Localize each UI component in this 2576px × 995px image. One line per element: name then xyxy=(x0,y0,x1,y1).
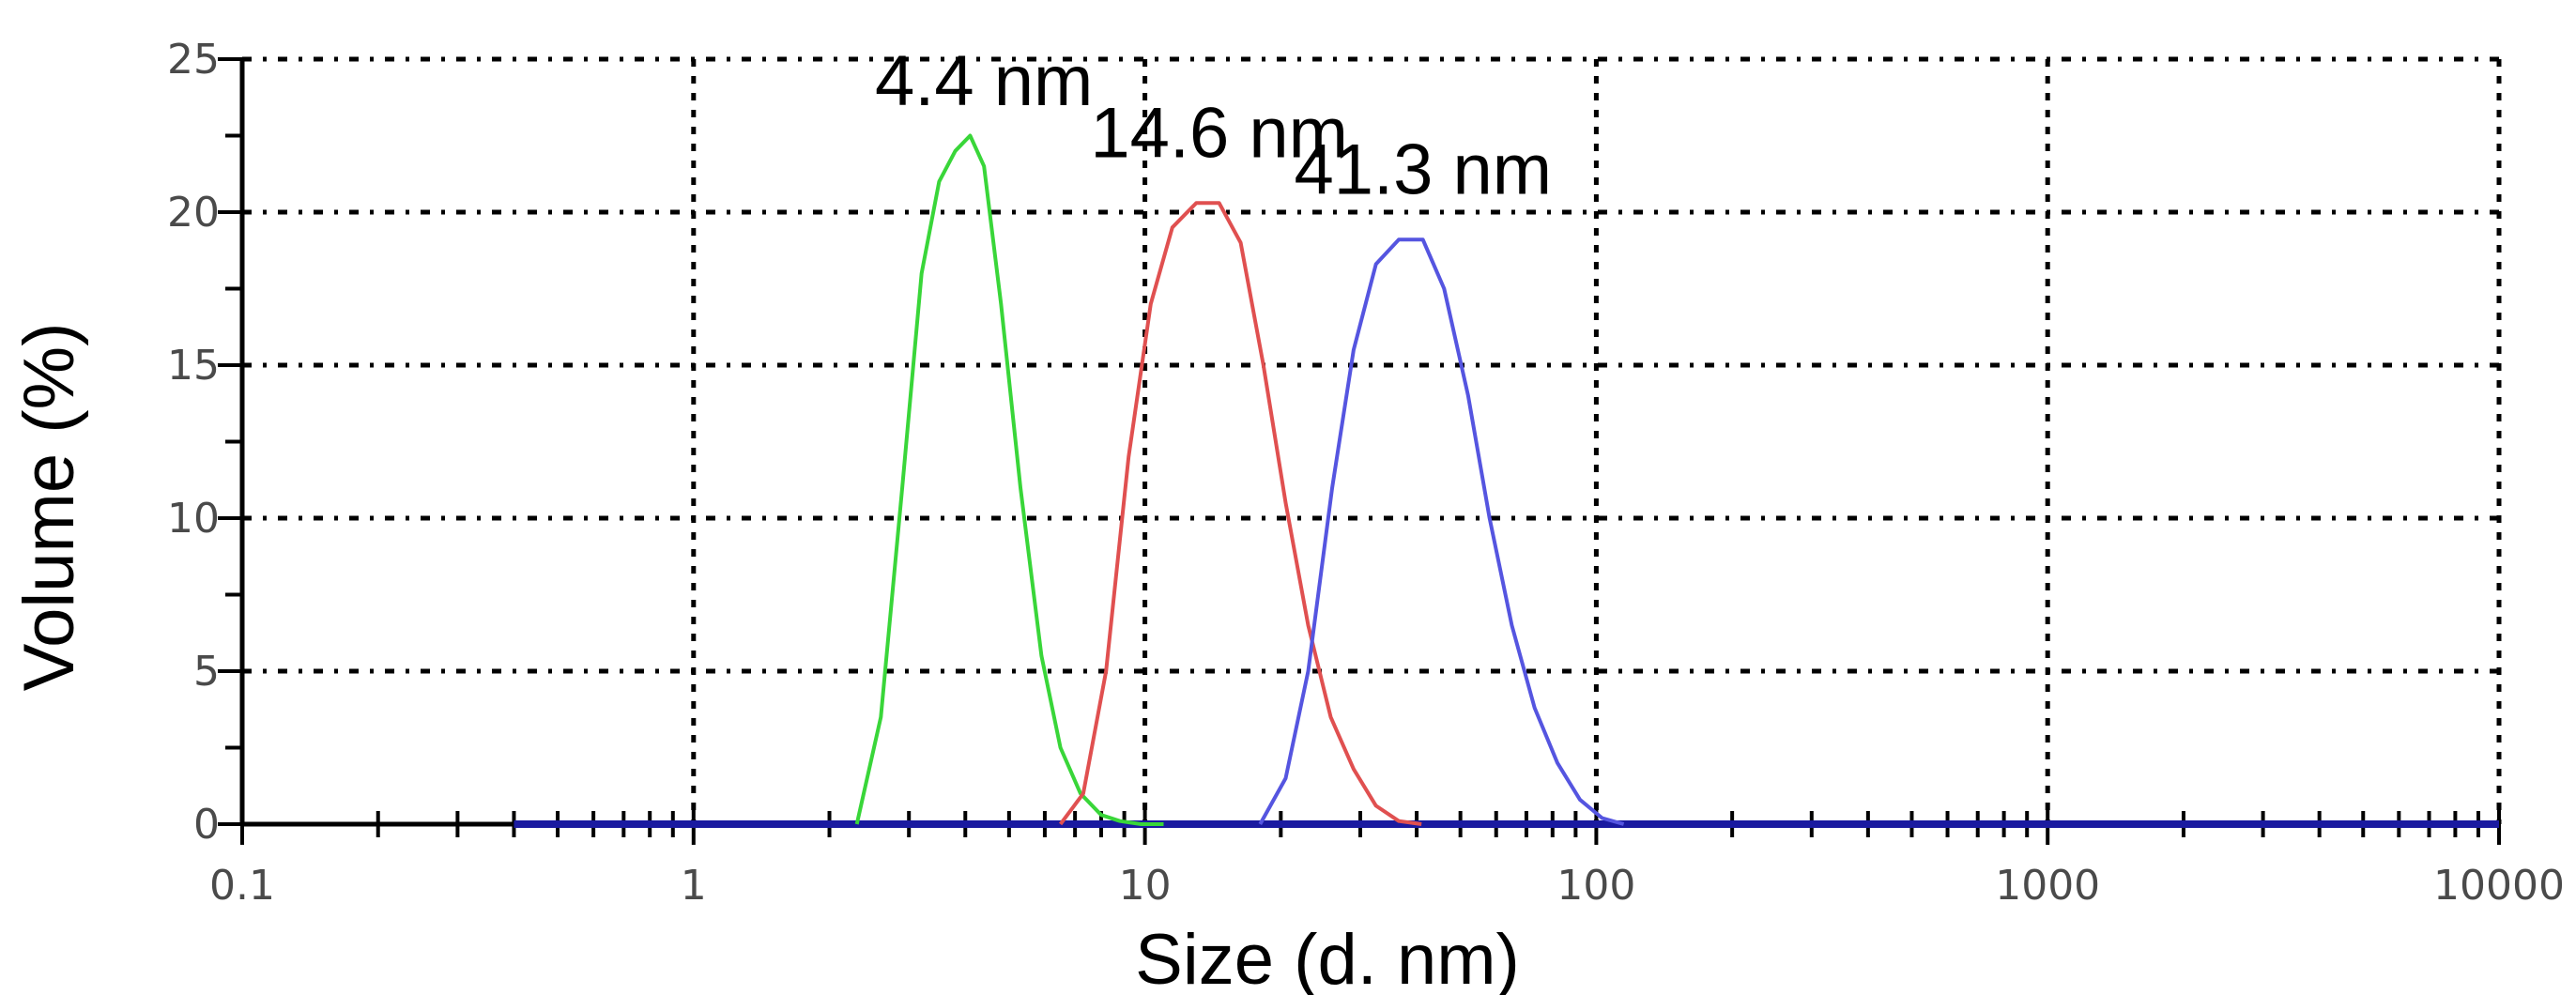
y-tick-label-2: 10 xyxy=(167,495,220,543)
data-series xyxy=(514,133,2499,828)
x-axis-title: Size (d. nm) xyxy=(1135,920,1520,995)
peak-label-3: 41.3 nm xyxy=(1294,130,1552,209)
series-line-3 xyxy=(1258,237,1625,826)
x-tick-label-4: 1000 xyxy=(1995,862,2100,910)
series-line-2 xyxy=(1058,201,1422,826)
y-tick-label-1: 5 xyxy=(193,648,220,696)
peak-label-1: 4.4 nm xyxy=(875,41,1093,121)
tick-labels: 0 5 10 15 20 25 0.1 1 10 100 1000 10000 xyxy=(167,36,2565,910)
x-tick-label-5: 10000 xyxy=(2433,862,2565,910)
x-tick-label-2: 10 xyxy=(1119,862,1172,910)
y-tick-label-3: 15 xyxy=(167,342,220,390)
series-line-1 xyxy=(854,133,1164,826)
peak-label-2: 14.6 nm xyxy=(1090,93,1348,173)
grid-lines xyxy=(242,56,2502,824)
x-tick-label-0: 0.1 xyxy=(209,862,275,910)
y-tick-label-5: 25 xyxy=(167,36,220,84)
y-tick-label-4: 20 xyxy=(167,189,220,237)
x-tick-label-3: 100 xyxy=(1556,862,1635,910)
y-axis-title: Volume (%) xyxy=(9,323,89,692)
x-tick-label-1: 1 xyxy=(681,862,707,910)
y-tick-label-0: 0 xyxy=(193,801,220,849)
